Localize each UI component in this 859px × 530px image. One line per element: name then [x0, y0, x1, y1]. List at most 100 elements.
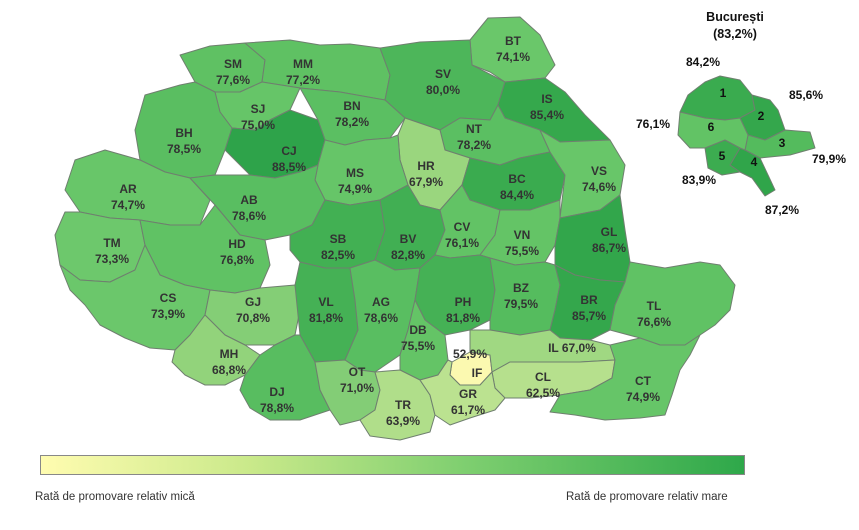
- county-label-dj: DJ: [269, 385, 284, 399]
- county-value-br: 85,7%: [572, 309, 606, 323]
- county-label-db: DB: [409, 323, 427, 337]
- legend-high-label: Rată de promovare relativ mare: [566, 491, 728, 503]
- county-label-sj: SJ: [251, 102, 266, 116]
- county-gr[interactable]: [419, 359, 506, 426]
- county-value-tm: 73,3%: [95, 252, 129, 266]
- county-label-tl: TL: [647, 299, 662, 313]
- county-label-ct: CT: [635, 374, 652, 388]
- county-label-vn: VN: [514, 228, 531, 242]
- county-value-bz: 79,5%: [504, 297, 538, 311]
- county-value-mh: 68,8%: [212, 363, 246, 377]
- county-label-vs: VS: [591, 164, 607, 178]
- sector-number-1: 1: [720, 86, 727, 100]
- county-value-tr: 63,9%: [386, 414, 420, 428]
- bucuresti-title: București: [706, 10, 764, 24]
- sector-value-1: 84,2%: [686, 55, 720, 69]
- legend-low-label: Rată de promovare relativ mică: [35, 491, 195, 503]
- county-label-bz: BZ: [513, 281, 529, 295]
- county-value-bn: 78,2%: [335, 115, 369, 129]
- county-label-ag: AG: [372, 295, 390, 309]
- county-value-vn: 75,5%: [505, 244, 539, 258]
- county-label-tr: TR: [395, 398, 411, 412]
- county-value-sb: 82,5%: [321, 248, 355, 262]
- county-value-is: 85,4%: [530, 108, 564, 122]
- county-label-sm: SM: [224, 57, 242, 71]
- sector-number-2: 2: [758, 109, 765, 123]
- bucuresti-inset: București (83,2%): [677, 10, 816, 197]
- county-value-gl: 86,7%: [592, 241, 626, 255]
- county-label-is: IS: [541, 92, 552, 106]
- county-ct[interactable]: [549, 334, 701, 421]
- county-value-ag: 78,6%: [364, 311, 398, 325]
- sector-number-6: 6: [708, 120, 715, 134]
- county-label-mh: MH: [220, 347, 239, 361]
- county-value-sv: 80,0%: [426, 83, 460, 97]
- sector-value-6: 76,1%: [636, 117, 670, 131]
- county-label-il: IL 67,0%: [548, 341, 596, 355]
- sector-1[interactable]: [679, 75, 756, 121]
- county-label-hr: HR: [417, 159, 435, 173]
- sector-value-3: 79,9%: [812, 152, 846, 166]
- county-label-cj: CJ: [281, 144, 296, 158]
- sector-value-4: 87,2%: [765, 203, 799, 217]
- county-value-hd: 76,8%: [220, 253, 254, 267]
- county-value-bv: 82,8%: [391, 248, 425, 262]
- county-value-gj: 70,8%: [236, 311, 270, 325]
- county-label-bn: BN: [343, 99, 360, 113]
- county-label-hd: HD: [228, 237, 246, 251]
- county-value-cv: 76,1%: [445, 236, 479, 250]
- county-value-sj: 75,0%: [241, 118, 275, 132]
- county-value-ms: 74,9%: [338, 182, 372, 196]
- county-tl[interactable]: [609, 261, 736, 346]
- county-label-ms: MS: [346, 166, 364, 180]
- sector-value-5: 83,9%: [682, 173, 716, 187]
- sector-number-3: 3: [779, 136, 786, 150]
- county-value-vl: 81,8%: [309, 311, 343, 325]
- county-label-bc: BC: [508, 172, 526, 186]
- county-label-sv: SV: [435, 67, 451, 81]
- county-label-tm: TM: [103, 236, 120, 250]
- county-value-vs: 74,6%: [582, 180, 616, 194]
- county-value-ab: 78,6%: [232, 209, 266, 223]
- sector-value-2: 85,6%: [789, 88, 823, 102]
- county-br[interactable]: [549, 264, 626, 341]
- county-value-ph: 81,8%: [446, 311, 480, 325]
- county-label-bv: BV: [400, 232, 417, 246]
- county-value-gr: 61,7%: [451, 403, 485, 417]
- county-label-nt: NT: [466, 122, 483, 136]
- county-label-gl: GL: [601, 225, 618, 239]
- county-label-br: BR: [580, 293, 598, 307]
- county-value-cj: 88,5%: [272, 160, 306, 174]
- county-value-bt: 74,1%: [496, 50, 530, 64]
- county-value-bh: 78,5%: [167, 142, 201, 156]
- sector-number-5: 5: [719, 149, 726, 163]
- county-label-bh: BH: [175, 126, 192, 140]
- county-label-ot: OT: [349, 365, 366, 379]
- county-value-ot: 71,0%: [340, 381, 374, 395]
- county-label-if: IF: [472, 366, 483, 380]
- bucuresti-value: (83,2%): [713, 27, 757, 41]
- sector-number-4: 4: [751, 155, 758, 169]
- county-label-bt: BT: [505, 34, 522, 48]
- county-value-cl: 62,5%: [526, 386, 560, 400]
- county-label-gr: GR: [459, 387, 477, 401]
- county-value-hr: 67,9%: [409, 175, 443, 189]
- county-label-ar: AR: [119, 182, 137, 196]
- county-label-cv: CV: [454, 220, 471, 234]
- county-value-sm: 77,6%: [216, 73, 250, 87]
- county-value-if: 52,9%: [453, 347, 487, 361]
- county-value-tl: 76,6%: [637, 315, 671, 329]
- county-value-cs: 73,9%: [151, 307, 185, 321]
- county-label-ab: AB: [240, 193, 258, 207]
- county-label-sb: SB: [330, 232, 347, 246]
- county-bt[interactable]: [469, 16, 556, 83]
- county-value-bc: 84,4%: [500, 188, 534, 202]
- legend-gradient-bar: [40, 455, 745, 475]
- county-label-cl: CL: [535, 370, 551, 384]
- county-label-gj: GJ: [245, 295, 261, 309]
- sector-6[interactable]: [677, 111, 749, 151]
- county-value-ar: 74,7%: [111, 198, 145, 212]
- county-value-nt: 78,2%: [457, 138, 491, 152]
- county-label-mm: MM: [293, 57, 313, 71]
